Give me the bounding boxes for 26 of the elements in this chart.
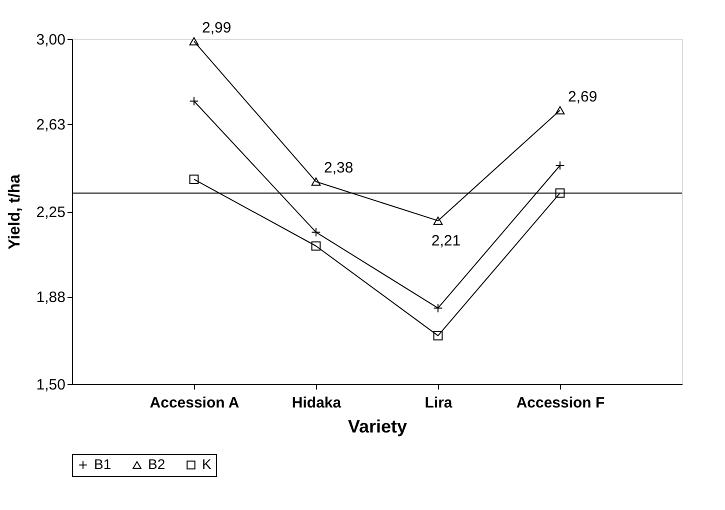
- y-tick-label: 2,63: [36, 116, 66, 134]
- data-label: 2,99: [202, 19, 232, 36]
- point: [555, 106, 565, 114]
- point: [189, 37, 199, 46]
- y-tick-label: 3,00: [36, 32, 66, 48]
- x-tick-label: Lira: [424, 394, 453, 412]
- data-label: 2,38: [324, 160, 354, 177]
- legend-label: B2: [148, 456, 166, 472]
- point: [555, 188, 565, 198]
- x-tick-label: Hidaka: [292, 394, 342, 412]
- y-tick-label: 1,50: [36, 376, 66, 394]
- y-axis-title: Yield, t/ha: [6, 174, 24, 250]
- y-tick-label: 2,25: [36, 204, 66, 221]
- x-axis-title: Variety: [348, 416, 408, 436]
- point: [311, 177, 321, 186]
- legend-label: B1: [94, 456, 112, 472]
- y-tick-label: 1,88: [36, 289, 66, 306]
- legend-label: K: [202, 456, 212, 472]
- x-tick-label: Accession A: [150, 394, 240, 412]
- data-label: 2,69: [568, 88, 598, 106]
- data-label: 2,21: [431, 232, 461, 250]
- x-tick-label: Accession F: [516, 394, 605, 412]
- point: [433, 216, 443, 225]
- point: [311, 241, 321, 251]
- point: [433, 331, 443, 340]
- point: [189, 174, 199, 184]
